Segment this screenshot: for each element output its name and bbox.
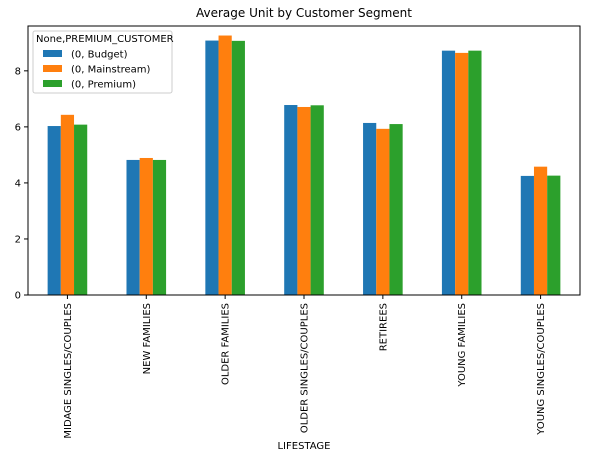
chart-title: Average Unit by Customer Segment (196, 6, 412, 20)
bar (389, 124, 403, 296)
x-tick-label: RETIREES (378, 303, 389, 351)
bar (139, 157, 153, 295)
legend: None,PREMIUM_CUSTOMER (0, Budget) (0, Mai… (32, 30, 174, 94)
y-tick-label: 8 (15, 66, 21, 77)
bar (284, 105, 298, 295)
bar (205, 40, 219, 296)
x-tick-label: MIDAGE SINGLES/COUPLES (63, 303, 74, 439)
bar (468, 50, 482, 296)
bars (47, 35, 561, 296)
bar (297, 106, 311, 295)
bar (455, 52, 469, 296)
y-tick-label: 4 (15, 178, 21, 189)
legend-title: None,PREMIUM_CUSTOMER (36, 34, 174, 45)
bar (533, 166, 548, 295)
y-tick-label: 2 (15, 234, 21, 245)
bar (547, 175, 561, 295)
x-tick-label: OLDER FAMILIES (221, 303, 232, 385)
y-tick-label: 6 (15, 122, 21, 133)
legend-label: (0, Premium) (71, 80, 136, 91)
y-axis: 0 2 4 6 8 (15, 66, 28, 302)
x-tick-label: NEW FAMILIES (142, 303, 153, 374)
bar (126, 159, 140, 295)
x-axis: MIDAGE SINGLES/COUPLES NEW FAMILIES OLDER … (63, 295, 547, 439)
x-axis-label: LIFESTAGE (277, 441, 330, 452)
bar (310, 105, 324, 296)
legend-swatch (43, 80, 62, 87)
legend-swatch (43, 65, 62, 72)
bar (376, 128, 390, 295)
x-tick-label: YOUNG SINGLES/COUPLES (536, 303, 547, 436)
bar (218, 35, 232, 295)
legend-label: (0, Mainstream) (71, 65, 151, 76)
bar (363, 122, 377, 295)
bar (231, 40, 245, 295)
legend-box (32, 30, 173, 94)
x-tick-label: OLDER SINGLES/COUPLES (300, 303, 311, 433)
bar (47, 126, 61, 295)
bar (441, 50, 456, 296)
legend-label: (0, Budget) (71, 50, 128, 61)
bar (74, 124, 88, 295)
bar (152, 159, 167, 295)
legend-swatch (43, 50, 62, 57)
bar (60, 114, 75, 295)
bar (520, 175, 534, 295)
y-tick-label: 0 (15, 291, 21, 302)
x-tick-label: YOUNG FAMILIES (457, 303, 468, 388)
